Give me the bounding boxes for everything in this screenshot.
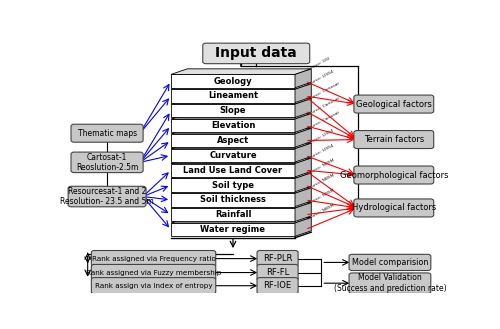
Text: Rank assigned via Fuzzy membership: Rank assigned via Fuzzy membership (86, 269, 221, 276)
Text: Soil type: Soil type (212, 181, 254, 190)
Polygon shape (295, 158, 312, 177)
FancyBboxPatch shape (92, 265, 216, 281)
Text: RF-IOE: RF-IOE (264, 281, 291, 290)
Text: Elevation: Elevation (211, 121, 255, 130)
Text: Source: LISS4: Source: LISS4 (306, 69, 334, 87)
Polygon shape (295, 143, 312, 162)
Polygon shape (171, 188, 312, 193)
Polygon shape (295, 69, 312, 88)
Polygon shape (171, 104, 295, 117)
Polygon shape (171, 193, 295, 207)
Polygon shape (295, 114, 312, 132)
Polygon shape (171, 89, 295, 103)
Polygon shape (171, 203, 312, 208)
FancyBboxPatch shape (68, 186, 146, 207)
Text: Rank assigned via Frequency ratio: Rank assigned via Frequency ratio (92, 256, 216, 262)
Text: Hydrological factors: Hydrological factors (352, 203, 436, 213)
Polygon shape (295, 128, 312, 147)
FancyBboxPatch shape (354, 199, 434, 217)
Polygon shape (171, 208, 295, 221)
Text: Source: LISS4: Source: LISS4 (306, 129, 334, 146)
Polygon shape (171, 223, 295, 236)
FancyBboxPatch shape (92, 278, 216, 294)
Polygon shape (171, 134, 295, 147)
Text: Source: NBSM: Source: NBSM (306, 173, 335, 191)
Text: Model Validation
(Success and prediction rate): Model Validation (Success and prediction… (334, 273, 446, 293)
Polygon shape (295, 99, 312, 117)
FancyBboxPatch shape (92, 250, 216, 267)
Polygon shape (171, 178, 295, 192)
Text: Source: LISS4: Source: LISS4 (306, 143, 334, 161)
Polygon shape (295, 188, 312, 207)
Text: Land Use Land Cover: Land Use Land Cover (184, 166, 282, 175)
Polygon shape (295, 217, 312, 236)
Polygon shape (171, 217, 312, 223)
Polygon shape (171, 149, 295, 162)
Text: Thematic maps: Thematic maps (78, 129, 136, 138)
Text: Source: NBSM: Source: NBSM (306, 203, 335, 220)
Text: Rainfall: Rainfall (215, 210, 252, 219)
Polygon shape (171, 69, 312, 74)
FancyBboxPatch shape (354, 131, 434, 148)
FancyBboxPatch shape (349, 273, 431, 293)
Polygon shape (295, 173, 312, 192)
Text: Terrain factors: Terrain factors (364, 135, 424, 144)
Polygon shape (171, 164, 295, 177)
Polygon shape (171, 173, 312, 178)
Polygon shape (295, 84, 312, 103)
Polygon shape (171, 143, 312, 149)
FancyBboxPatch shape (257, 278, 298, 294)
Polygon shape (171, 114, 312, 119)
FancyBboxPatch shape (257, 250, 298, 267)
Text: Lineament: Lineament (208, 91, 258, 100)
Text: RF-FL: RF-FL (266, 268, 289, 277)
Text: Curvature: Curvature (209, 151, 257, 160)
Text: Source: NBSM: Source: NBSM (306, 158, 335, 176)
Polygon shape (171, 128, 312, 134)
Text: Model comparision: Model comparision (352, 258, 428, 267)
Text: Geology: Geology (214, 77, 252, 86)
Text: Source: Cartosat: Source: Cartosat (306, 81, 340, 102)
FancyBboxPatch shape (71, 152, 143, 173)
Text: Water regime: Water regime (200, 225, 266, 234)
Polygon shape (171, 74, 295, 88)
Text: Rank assign via Index of entropy: Rank assign via Index of entropy (95, 283, 212, 289)
Text: Source: Cartosat: Source: Cartosat (306, 96, 340, 116)
Text: Source: Cartosat: Source: Cartosat (306, 111, 340, 131)
Polygon shape (171, 84, 312, 89)
Text: Input data: Input data (216, 46, 297, 61)
Polygon shape (295, 203, 312, 221)
FancyBboxPatch shape (257, 265, 298, 281)
FancyBboxPatch shape (354, 166, 434, 184)
FancyBboxPatch shape (71, 124, 143, 142)
Text: Cartosat-1
Reoslution-2.5m: Cartosat-1 Reoslution-2.5m (76, 153, 138, 172)
Text: Soil thickness: Soil thickness (200, 195, 266, 204)
FancyBboxPatch shape (349, 254, 431, 270)
Text: Slope: Slope (220, 106, 246, 115)
Polygon shape (171, 158, 312, 164)
Polygon shape (171, 99, 312, 104)
Text: Aspect: Aspect (217, 136, 249, 145)
Polygon shape (171, 119, 295, 132)
Text: Source: NBSM: Source: NBSM (306, 188, 335, 206)
FancyBboxPatch shape (354, 95, 434, 113)
Text: Geological factors: Geological factors (356, 100, 432, 109)
Text: Geomorphological factors: Geomorphological factors (340, 170, 448, 180)
Text: Source: GSI: Source: GSI (306, 57, 330, 72)
FancyBboxPatch shape (203, 43, 310, 64)
Text: RF-PLR: RF-PLR (263, 254, 292, 263)
Text: Resourcesat-1 and 2
Resolution- 23.5 and 5m: Resourcesat-1 and 2 Resolution- 23.5 and… (60, 187, 154, 206)
